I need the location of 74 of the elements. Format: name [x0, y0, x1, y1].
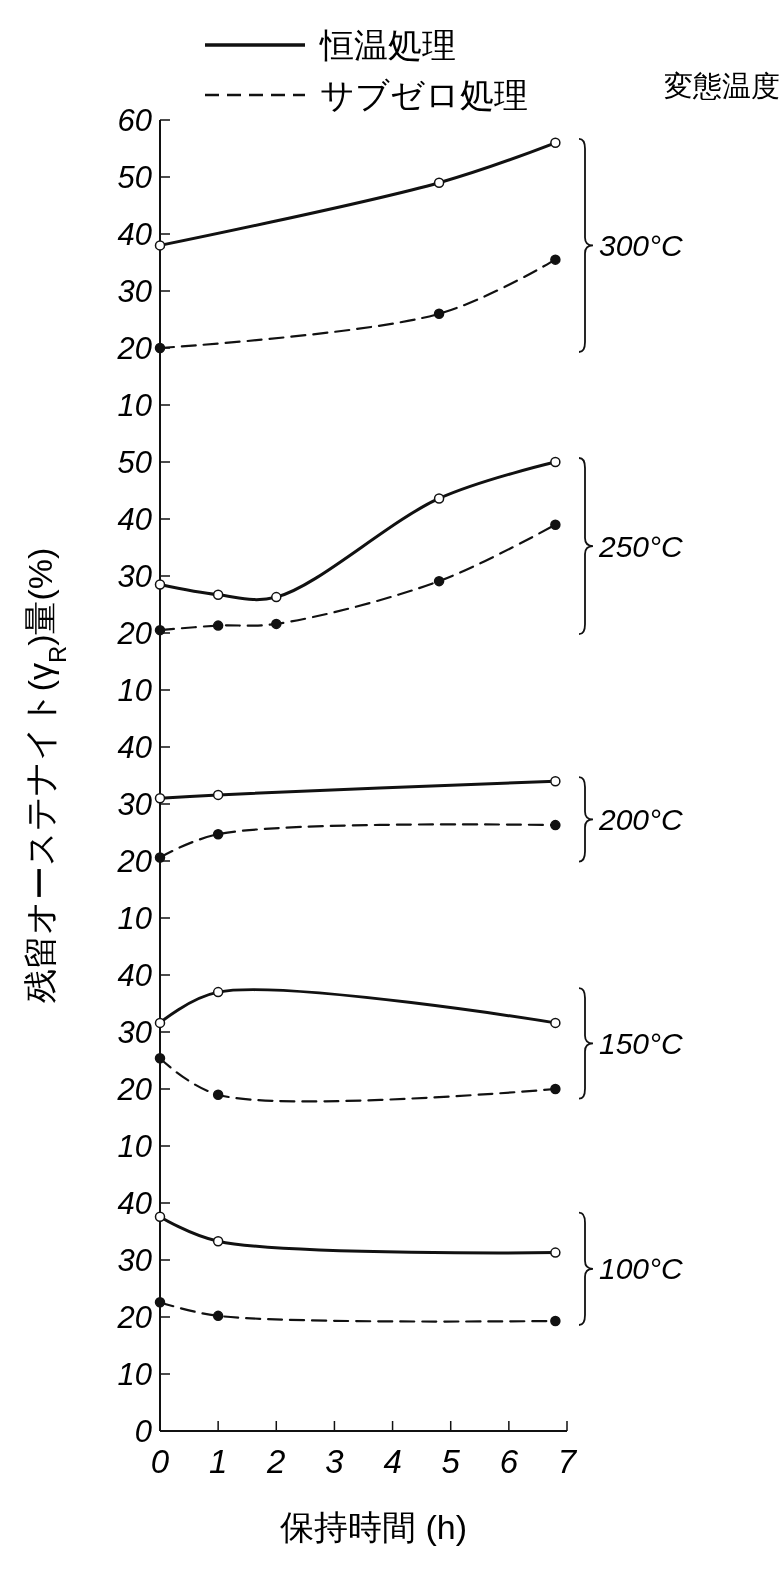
y-tick-label: 30: [117, 1014, 152, 1050]
y-tick-label: 20: [116, 615, 152, 651]
x-tick-label: 4: [383, 1443, 402, 1480]
point: [212, 789, 224, 801]
point: [154, 1017, 166, 1029]
y-tick-label: 40: [117, 501, 152, 537]
point: [212, 589, 224, 601]
y-tick-label: 10: [117, 1128, 152, 1164]
y-tick-label: 0: [134, 1413, 152, 1449]
text: 変態温度: [664, 70, 780, 102]
y-tick-label: 30: [117, 558, 152, 594]
y-tick-label: 20: [116, 330, 152, 366]
y-tick-label: 50: [117, 159, 152, 195]
text: 300°C: [599, 228, 684, 262]
point: [550, 819, 561, 831]
y-tick-label: 40: [117, 1185, 152, 1221]
point: [154, 793, 166, 804]
y-tick-label: 30: [117, 1242, 152, 1278]
point: [212, 828, 224, 840]
point: [154, 1296, 166, 1308]
point: [212, 620, 224, 631]
x-tick-label: 3: [325, 1443, 345, 1480]
point: [212, 1089, 224, 1100]
y-tick-label: 40: [117, 216, 152, 252]
point: [550, 1247, 561, 1258]
point: [550, 456, 561, 468]
y-tick-label: 30: [117, 273, 152, 309]
point: [271, 591, 282, 603]
point: [550, 775, 561, 787]
y-tick-label: 30: [117, 786, 152, 822]
text: 200°C: [598, 802, 684, 836]
point: [212, 1235, 224, 1247]
text: 150°C: [599, 1026, 684, 1060]
point: [550, 137, 561, 149]
x-tick-label: 1: [208, 1443, 228, 1480]
y-tick-label: 50: [117, 444, 152, 480]
y-tick-label: 10: [117, 900, 152, 936]
y-tick-label: 20: [116, 1071, 152, 1107]
point: [154, 240, 166, 251]
x-axis-title: 保持時間 (h): [280, 1508, 467, 1546]
point: [154, 624, 166, 636]
point: [154, 1211, 166, 1222]
text: 100°C: [599, 1252, 684, 1286]
y-tick-label: 10: [117, 672, 152, 708]
point: [433, 177, 445, 188]
point: [212, 1310, 224, 1322]
point: [271, 618, 282, 630]
point: [550, 1017, 561, 1029]
point: [154, 579, 166, 590]
point: [212, 986, 224, 998]
text: 250°C: [598, 529, 684, 563]
x-tick-label: 5: [441, 1443, 461, 1480]
point: [154, 852, 166, 863]
y-tick-label: 10: [117, 387, 152, 423]
y-tick-label: 40: [117, 957, 152, 993]
point: [550, 1083, 561, 1095]
point: [550, 1315, 561, 1327]
legend-label: サブゼロ処理: [320, 75, 528, 114]
y-tick-label: 60: [117, 102, 152, 138]
y-tick-label: 40: [117, 729, 152, 765]
point: [154, 342, 166, 354]
y-tick-label: 20: [116, 1299, 152, 1335]
x-tick-label: 6: [499, 1443, 519, 1480]
point: [154, 1052, 166, 1064]
x-tick-label: 7: [557, 1443, 578, 1480]
legend-label: 恒温処理: [319, 25, 456, 64]
point: [433, 575, 445, 587]
y-tick-label: 20: [116, 843, 152, 879]
point: [550, 254, 561, 265]
x-tick-label: 2: [266, 1443, 286, 1480]
point: [550, 519, 561, 530]
y-tick-label: 10: [117, 1356, 152, 1392]
point: [433, 308, 445, 320]
point: [433, 493, 445, 504]
